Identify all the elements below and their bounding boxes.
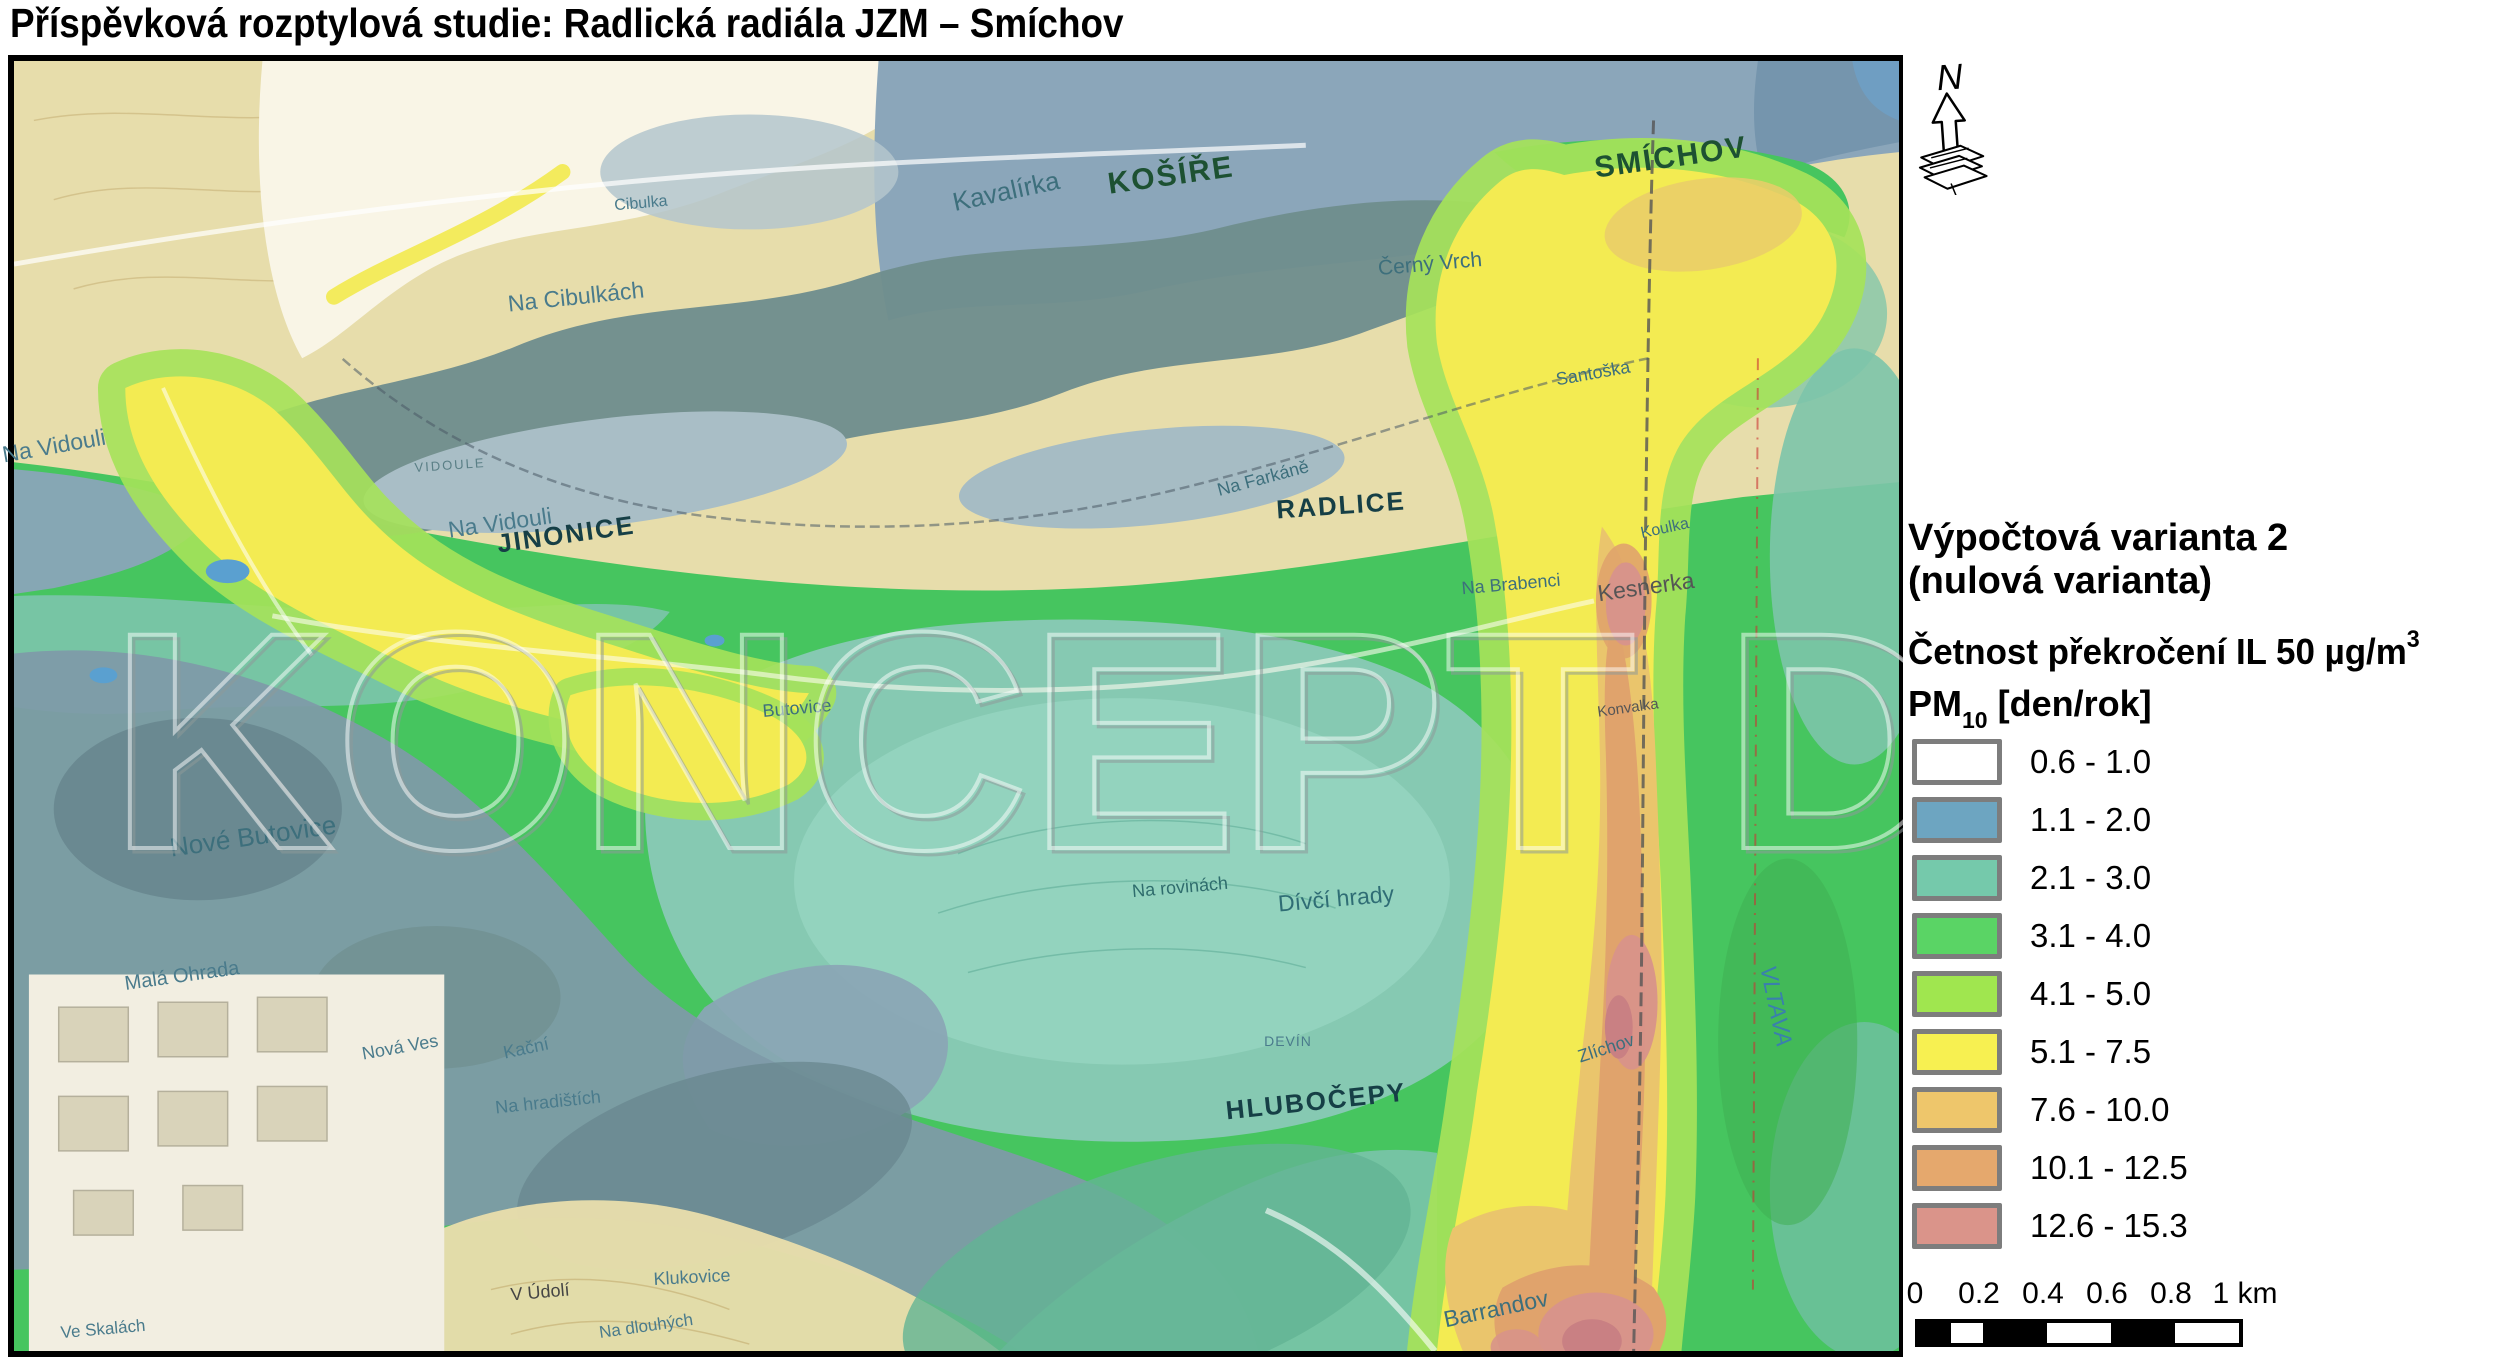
legend-range-label: 2.1 - 3.0 bbox=[2030, 858, 2152, 896]
legend-class-list: 0.6 - 1.0 1.1 - 2.0 2.1 - 3.0 3.1 - 4.0 4.1 … bbox=[1912, 738, 2188, 1261]
legend-swatch bbox=[1912, 738, 2002, 785]
legend-range-label: 7.6 - 10.0 bbox=[2030, 1090, 2170, 1128]
legend-class-row: 7.6 - 10.0 bbox=[1912, 1086, 2188, 1133]
legend-panel: N Výpočtová varianta 2 (nulová varianta)… bbox=[1903, 55, 2500, 1357]
legend-swatch bbox=[1912, 970, 2002, 1017]
pm-subscript: 10 bbox=[1962, 707, 1988, 734]
legend-range-label: 4.1 - 5.0 bbox=[2030, 974, 2152, 1012]
legend-class-row: 10.1 - 12.5 bbox=[1912, 1144, 2188, 1191]
svg-text:N: N bbox=[1935, 55, 1965, 98]
legend-class-row: 2.1 - 3.0 bbox=[1912, 854, 2188, 901]
legend-class-row: 3.1 - 4.0 bbox=[1912, 912, 2188, 959]
scale-bar-graphic bbox=[1915, 1319, 2243, 1347]
scale-tick-label: 0.2 bbox=[1958, 1277, 2000, 1310]
pm-unit: [den/rok] bbox=[1987, 683, 2152, 724]
legend-range-label: 1.1 - 2.0 bbox=[2030, 800, 2152, 838]
legend-range-label: 3.1 - 4.0 bbox=[2030, 916, 2152, 954]
scale-tick-label: 0.4 bbox=[2022, 1277, 2064, 1310]
scale-tick-label: 0.6 bbox=[2086, 1277, 2128, 1310]
legend-class-row: 1.1 - 2.0 bbox=[1912, 796, 2188, 843]
legend-class-row: 5.1 - 7.5 bbox=[1912, 1028, 2188, 1075]
map-canvas[interactable]: Kavalírka KOŠÍŘE SMÍCHOV Černý Vrch Na Cibul… bbox=[0, 55, 1905, 1357]
scale-tick-label: 0 bbox=[1906, 1277, 1924, 1310]
scale-bar-ticks: 0 0.2 0.4 0.6 0.8 1 km bbox=[1907, 1277, 2335, 1313]
legend-swatch bbox=[1912, 1202, 2002, 1249]
variant-line1: Výpočtová varianta 2 bbox=[1908, 517, 2289, 559]
legend-class-row: 4.1 - 5.0 bbox=[1912, 970, 2188, 1017]
legend-class-row: 0.6 - 1.0 bbox=[1912, 738, 2188, 785]
metric-superscript: 3 bbox=[2406, 626, 2420, 653]
metric-title: Četnost překročení IL 50 µg/m3 bbox=[1908, 626, 2420, 673]
legend-range-label: 5.1 - 7.5 bbox=[2030, 1032, 2152, 1070]
legend-range-label: 12.6 - 15.3 bbox=[2030, 1206, 2188, 1244]
pm-prefix: PM bbox=[1908, 683, 1962, 724]
scale-tick-label: 0.8 bbox=[2150, 1277, 2192, 1310]
north-arrow-icon: N bbox=[1918, 55, 1988, 195]
legend-swatch bbox=[1912, 1028, 2002, 1075]
page-title: Příspěvková rozptylová studie: Radlická … bbox=[10, 0, 1124, 46]
metric-text: Četnost překročení IL 50 µg/m bbox=[1908, 631, 2407, 672]
legend-swatch bbox=[1912, 1086, 2002, 1133]
legend-swatch bbox=[1912, 796, 2002, 843]
legend-range-label: 10.1 - 12.5 bbox=[2030, 1148, 2188, 1186]
legend-swatch bbox=[1912, 1144, 2002, 1191]
scale-end-label: 1 km bbox=[2212, 1277, 2278, 1310]
variant-line2: (nulová varianta) bbox=[1908, 559, 2213, 602]
pollutant-title: PM10 [den/rok] bbox=[1908, 683, 2152, 734]
legend-swatch bbox=[1912, 854, 2002, 901]
legend-swatch bbox=[1912, 912, 2002, 959]
legend-class-row: 12.6 - 15.3 bbox=[1912, 1202, 2188, 1249]
dispersion-map-graphic bbox=[14, 61, 1899, 1351]
scale-bar: 0 0.2 0.4 0.6 0.8 1 km bbox=[1907, 1277, 2335, 1357]
variant-title: Výpočtová varianta 2 (nulová varianta) bbox=[1908, 517, 2288, 602]
legend-range-label: 0.6 - 1.0 bbox=[2030, 742, 2152, 780]
